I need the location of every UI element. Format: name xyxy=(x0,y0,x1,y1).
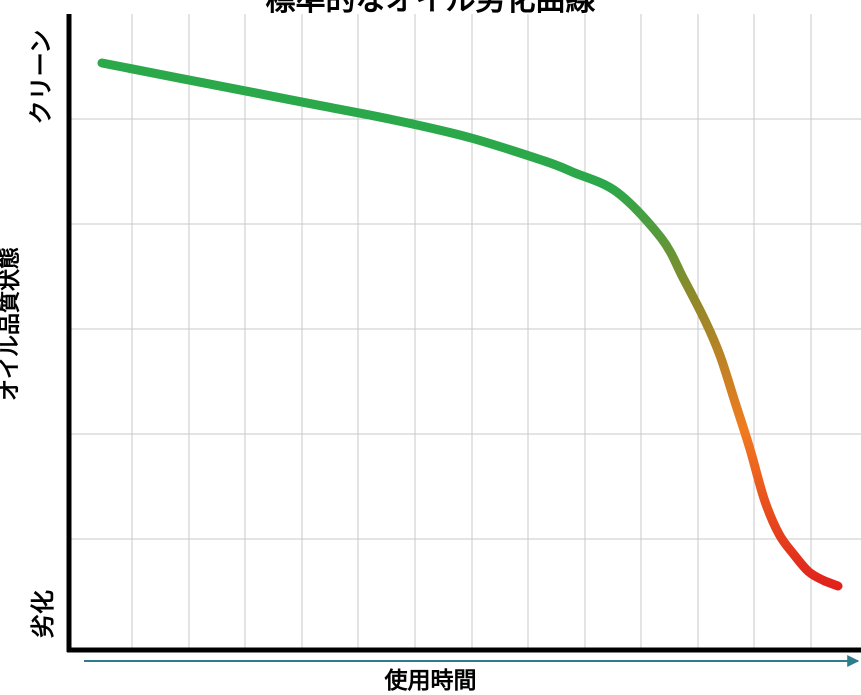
grid-lines xyxy=(69,14,861,650)
series-line xyxy=(97,58,843,591)
chart-title: 標準的なオイル劣化曲線 xyxy=(265,0,596,18)
x-axis-label: 使用時間 xyxy=(384,668,477,694)
